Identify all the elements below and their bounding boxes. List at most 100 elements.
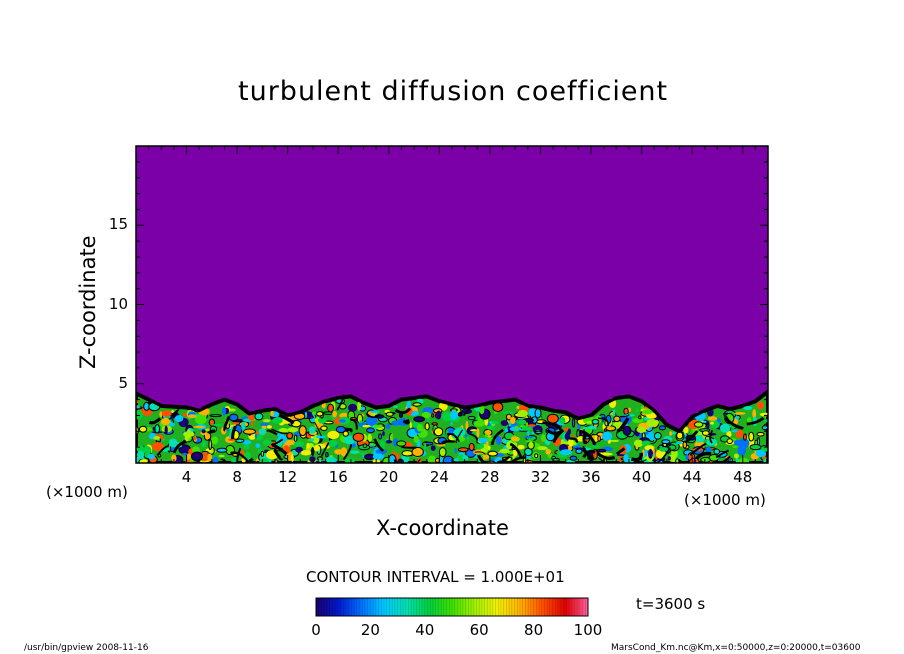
contour-line xyxy=(231,425,237,440)
turbulence-blob xyxy=(514,425,519,431)
turbulence-blob xyxy=(648,448,653,459)
turbulence-blob xyxy=(161,417,170,426)
turbulence-blob xyxy=(603,428,608,432)
turbulence-blob xyxy=(633,439,644,448)
contour-line xyxy=(336,394,345,411)
turbulence-blob xyxy=(755,449,766,458)
turbulence-blob xyxy=(266,425,272,429)
turbulence-blob xyxy=(207,453,213,462)
contour-line xyxy=(394,407,412,415)
contour-line xyxy=(579,429,597,445)
turbulence-blob xyxy=(450,410,459,421)
turbulence-blob xyxy=(735,429,744,439)
turbulence-blob xyxy=(190,451,204,462)
turbulence-blob xyxy=(733,453,739,459)
turbulence-blob xyxy=(278,428,289,434)
x-tick-label: 32 xyxy=(530,468,551,486)
turbulence-blob xyxy=(534,430,543,434)
turbulence-blob xyxy=(430,445,436,451)
turbulence-blob xyxy=(313,444,320,452)
turbulence-blob xyxy=(362,424,371,428)
contour-line xyxy=(630,452,644,462)
x-tick-label: 8 xyxy=(232,468,242,486)
contour-line xyxy=(474,451,486,455)
turbulence-blob xyxy=(327,439,338,447)
turbulence-blob xyxy=(749,443,762,451)
turbulence-blob xyxy=(357,401,362,411)
contour-line xyxy=(171,409,180,418)
turbulence-blob xyxy=(487,450,498,457)
turbulence-blob xyxy=(623,407,629,415)
x-unit-label-left: (×1000 m) xyxy=(46,483,128,501)
turbulence-blob xyxy=(385,440,393,444)
contour-line xyxy=(270,443,288,456)
turbulence-blob xyxy=(352,432,365,442)
turbulence-blob xyxy=(397,458,404,463)
x-tick-label: 16 xyxy=(328,468,348,486)
contour-interval-label: CONTOUR INTERVAL = 1.000E+01 xyxy=(306,568,565,586)
turbulence-blob xyxy=(693,421,704,428)
turbulence-blob xyxy=(412,402,422,407)
turbulence-blob xyxy=(468,442,475,452)
turbulence-blob xyxy=(433,427,444,437)
turbulence-blob xyxy=(416,423,423,432)
contour-line xyxy=(220,458,229,463)
contour-line xyxy=(455,429,464,444)
turbulence-blob xyxy=(421,411,431,419)
turbulence-blob xyxy=(382,431,385,437)
turbulence-blob xyxy=(316,411,324,417)
contour-line xyxy=(542,421,563,431)
colorbar-tick-label: 20 xyxy=(360,621,380,639)
turbulence-blob xyxy=(325,452,329,458)
turbulence-blob xyxy=(601,452,613,456)
turbulence-blob xyxy=(332,410,338,418)
contour-line xyxy=(509,456,527,463)
turbulence-blob xyxy=(534,453,539,459)
turbulence-blob xyxy=(635,409,639,413)
turbulence-blob xyxy=(209,414,222,418)
footer-right: MarsCond_Km.nc@Km,x=0:50000,z=0:20000,t=… xyxy=(611,643,861,653)
turbulence-blob xyxy=(230,457,238,463)
turbulence-blob xyxy=(287,427,299,433)
turbulence-blob xyxy=(211,436,219,445)
turbulence-blob xyxy=(454,427,466,437)
turbulence-blob xyxy=(315,435,326,439)
turbulence-blob xyxy=(577,424,581,431)
turbulence-blob xyxy=(636,426,647,433)
turbulence-blob xyxy=(560,449,572,456)
turbulence-blob xyxy=(486,425,496,431)
turbulence-blob xyxy=(559,417,566,425)
turbulence-blob xyxy=(362,443,368,449)
turbulence-blob xyxy=(757,401,764,410)
turbulence-blob xyxy=(154,424,160,434)
contour-line xyxy=(273,448,284,461)
turbulence-blob xyxy=(613,415,621,423)
turbulence-blob xyxy=(564,432,571,441)
turbulence-blob xyxy=(644,449,648,457)
colorbar xyxy=(315,597,589,617)
turbulence-blob xyxy=(286,432,294,440)
turbulence-blob xyxy=(438,447,447,458)
axis-ticks xyxy=(136,146,768,463)
turbulence-blob xyxy=(572,434,575,439)
turbulence-blob xyxy=(644,445,655,451)
x-tick-label: 40 xyxy=(632,468,652,486)
turbulence-blob xyxy=(169,441,180,445)
turbulence-blob xyxy=(147,453,156,460)
turbulence-blob xyxy=(392,451,396,456)
contour-line xyxy=(684,430,699,444)
turbulence-blob xyxy=(366,427,375,434)
turbulence-blob xyxy=(511,436,520,442)
turbulence-blob xyxy=(641,440,651,446)
turbulence-blob xyxy=(726,430,732,438)
turbulence-blob xyxy=(733,440,745,446)
turbulence-blob xyxy=(372,424,384,428)
turbulence-blob xyxy=(367,433,372,442)
turbulence-blob xyxy=(667,456,671,461)
turbulence-blob xyxy=(309,438,315,442)
turbulence-blob xyxy=(436,410,442,420)
turbulence-blob xyxy=(139,459,148,463)
turbulence-blob xyxy=(700,456,711,463)
turbulence-blob xyxy=(454,447,457,454)
turbulence-blob xyxy=(311,411,317,415)
